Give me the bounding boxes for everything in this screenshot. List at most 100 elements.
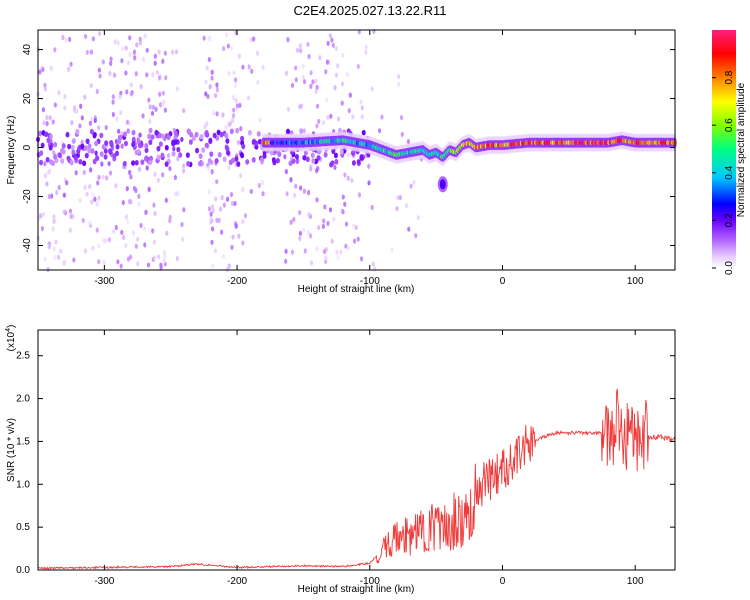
heatmap-cell	[83, 94, 87, 100]
heatmap-cell	[168, 165, 172, 172]
heatmap-cell	[90, 148, 95, 154]
heatmap-cell	[49, 65, 53, 71]
heatmap-cell	[151, 104, 156, 110]
heatmap-cell	[229, 45, 234, 51]
heatmap-cell	[120, 46, 125, 52]
heatmap-cell	[214, 158, 219, 164]
heatmap-cell	[227, 121, 231, 128]
heatmap-cell	[107, 161, 111, 167]
heatmap-cell	[180, 221, 184, 228]
heatmap-cell	[340, 81, 345, 87]
heatmap-cell	[218, 206, 223, 212]
heatmap-cell	[60, 158, 65, 164]
heatmap-cell	[42, 211, 46, 217]
x-tick-label: -300	[94, 276, 114, 287]
y-tick-label: 20	[22, 93, 33, 105]
heatmap-cell	[175, 86, 179, 92]
heatmap-cell	[63, 93, 67, 100]
heatmap-cell	[97, 243, 101, 249]
heatmap-cell	[185, 152, 190, 158]
heatmap-cell	[158, 141, 163, 147]
heatmap-cell	[213, 248, 218, 254]
heatmap-cell	[135, 42, 139, 48]
heatmap-cell	[68, 36, 72, 43]
heatmap-cell	[124, 45, 128, 51]
heatmap-cell	[233, 200, 237, 207]
heatmap-cell	[71, 138, 76, 144]
heatmap-cell	[301, 74, 305, 80]
heatmap-cell	[207, 206, 212, 212]
heatmap-cell	[231, 113, 236, 119]
heatmap-cell	[226, 43, 230, 49]
heatmap-cell	[357, 29, 361, 35]
heatmap-cell	[215, 217, 219, 223]
heatmap-cell	[336, 254, 340, 260]
heatmap-cell	[153, 53, 157, 59]
heatmap-cell	[146, 262, 151, 268]
heatmap-cell	[356, 236, 360, 242]
heatmap-cell	[104, 125, 108, 131]
heatmap-cell	[289, 219, 293, 225]
heatmap-cell	[88, 120, 92, 126]
heatmap-cell	[161, 90, 166, 96]
heatmap-cell	[148, 118, 152, 124]
heatmap-cell	[122, 160, 127, 167]
heatmap-cell	[111, 94, 115, 100]
heatmap-cell	[180, 136, 184, 143]
heatmap-cell	[136, 261, 140, 267]
heatmap-cell	[215, 111, 219, 117]
heatmap-cell	[186, 161, 191, 167]
colorbar	[712, 30, 736, 268]
heatmap-cell	[131, 160, 136, 166]
heatmap-cell	[70, 120, 74, 126]
heatmap-cell	[330, 160, 335, 166]
heatmap-cell	[236, 139, 241, 146]
heatmap-cell	[165, 230, 169, 236]
heatmap-cell	[188, 139, 193, 145]
heatmap-cell	[227, 164, 231, 171]
heatmap-cell	[357, 192, 362, 198]
heatmap-cell	[42, 120, 46, 126]
heatmap-cell	[52, 214, 56, 220]
heatmap-cell	[157, 132, 162, 139]
colorbar-tick-label: 0.8	[724, 70, 735, 84]
heatmap-cell	[370, 204, 374, 211]
x-tick-label: -100	[360, 576, 380, 587]
heatmap-cell	[364, 49, 368, 55]
heatmap-cell	[229, 128, 234, 135]
heatmap-cell	[286, 106, 291, 112]
heatmap-cell	[241, 240, 245, 246]
heatmap-cell	[113, 72, 117, 78]
heatmap-cell	[114, 224, 118, 231]
heatmap-cell	[407, 226, 411, 232]
snr-panel: -300 -200 -100 0 100 0.0 0.5 1.0 1.5 2.0 2.5 Heig…	[5, 325, 676, 595]
heatmap-cell	[41, 107, 45, 113]
heatmap-cell	[212, 132, 217, 139]
heatmap-cell	[101, 174, 105, 180]
heatmap-cell	[208, 84, 212, 90]
heatmap-cell	[84, 152, 89, 159]
heatmap-cell	[324, 69, 328, 75]
heatmap-cell	[94, 150, 98, 156]
heatmap-cell	[350, 177, 354, 184]
heatmap-cell	[83, 248, 88, 254]
heatmap-cell	[88, 220, 92, 226]
heatmap-cell	[367, 180, 371, 186]
heatmap-cell	[372, 28, 376, 34]
heatmap-cell	[195, 147, 200, 154]
heatmap-cell	[176, 155, 180, 162]
heatmap-cell	[210, 226, 215, 232]
heatmap-cell	[145, 72, 149, 78]
heatmap-cell	[126, 128, 130, 134]
heatmap-cell	[116, 40, 120, 46]
heatmap-cell	[129, 82, 133, 88]
heatmap-cell	[400, 131, 404, 137]
heatmap-cell	[69, 159, 74, 166]
heatmap-cell	[256, 79, 260, 85]
x-tick-label: 0	[500, 276, 506, 287]
heatmap-cell	[198, 153, 203, 159]
heatmap-cell	[250, 68, 254, 74]
heatmap-cell	[251, 157, 256, 163]
spectrogram-x-ticks: -300 -200 -100 0 100	[94, 30, 644, 287]
heatmap-cell	[154, 129, 159, 136]
